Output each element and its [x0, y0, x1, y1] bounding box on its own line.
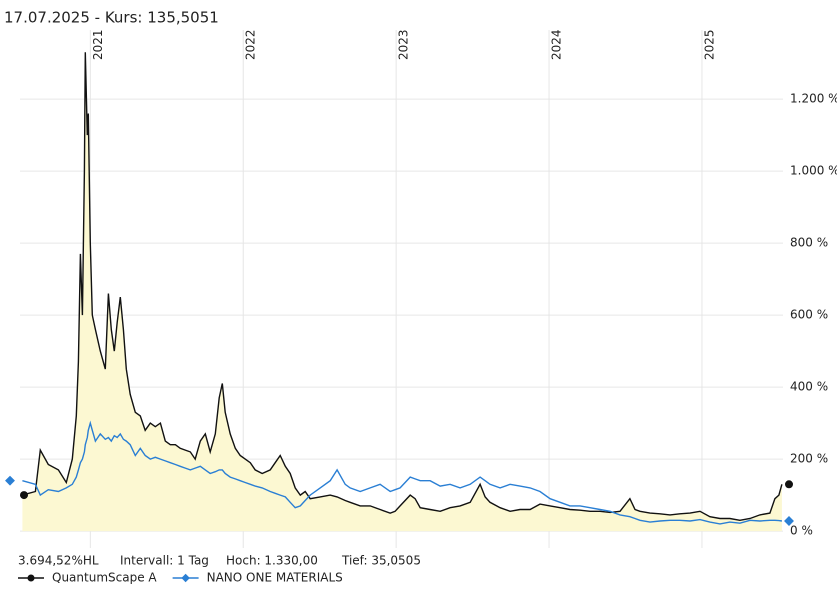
end-marker	[785, 480, 793, 489]
line	[22, 52, 783, 522]
x-tick-label: 2024	[550, 29, 564, 60]
y-tick-label: 1.200 %	[790, 92, 837, 106]
legend-label: QuantumScape A	[52, 571, 157, 585]
line	[22, 420, 782, 525]
y-tick-label: 800 %	[790, 236, 828, 250]
x-tick-label: 2022	[244, 29, 258, 60]
legend-marker	[181, 573, 190, 583]
legend-marker	[27, 574, 35, 582]
legend-label: NANO ONE MATERIALS	[207, 571, 343, 585]
end-marker	[5, 475, 15, 486]
y-tick-label: 0 %	[790, 524, 813, 538]
y-tick-label: 200 %	[790, 452, 828, 466]
footer-stat: Hoch: 1.330,00	[226, 554, 318, 568]
end-marker	[784, 516, 794, 526]
footer-stat: Intervall: 1 Tag	[120, 554, 209, 568]
footer-stat: Tief: 35,0505	[341, 554, 421, 568]
end-marker	[20, 491, 28, 500]
area	[22, 52, 782, 532]
y-tick-label: 600 %	[790, 308, 828, 322]
x-tick-label: 2021	[91, 29, 105, 60]
x-tick-label: 2025	[702, 29, 716, 60]
y-tick-label: 400 %	[790, 380, 828, 394]
footer-stat: 3.694,52%HL	[18, 554, 99, 568]
x-tick-label: 2023	[397, 29, 411, 60]
y-tick-label: 1.000 %	[790, 164, 837, 178]
chart-title: 17.07.2025 - Kurs: 135,5051	[4, 9, 219, 27]
